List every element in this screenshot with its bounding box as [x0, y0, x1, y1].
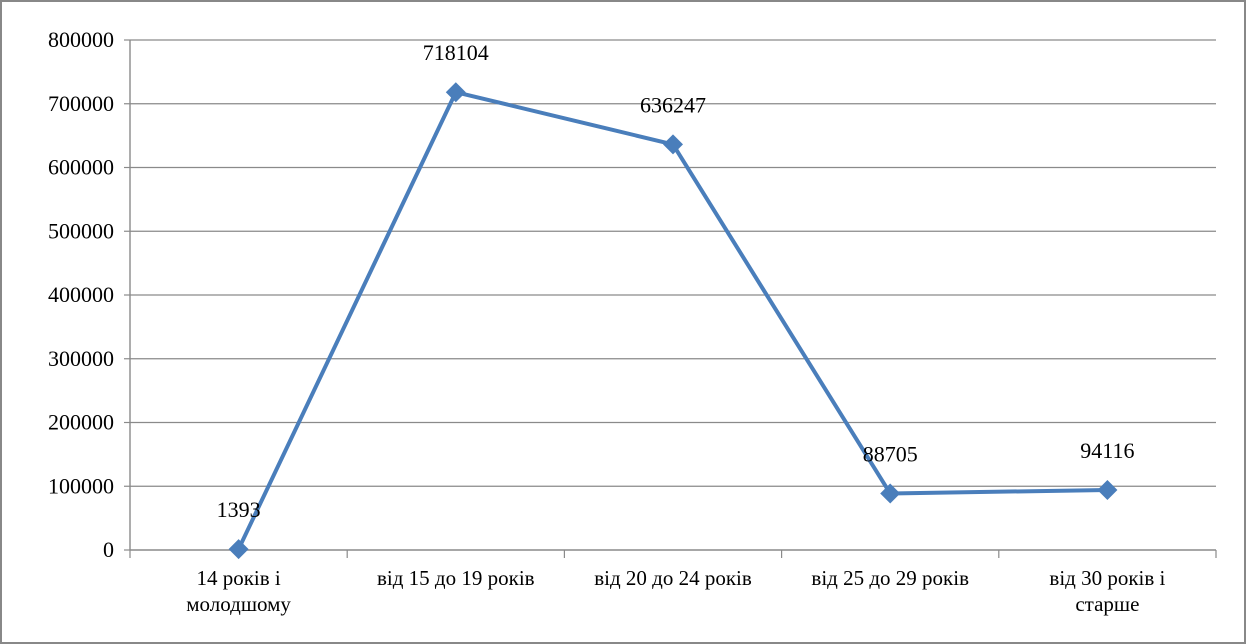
x-tick-label-2: від 20 до 24 років — [594, 566, 752, 590]
x-tick-label-line: молодшому — [186, 592, 291, 616]
data-point-0 — [228, 539, 249, 560]
x-axis-tick-labels: 14 років і молодшому від 15 до 19 років від… — [186, 566, 1165, 616]
data-point-4 — [1097, 480, 1118, 501]
y-tick-label-400000: 400000 — [48, 282, 114, 307]
x-tick-label-line: від 20 до 24 років — [594, 566, 752, 590]
y-tick-label-500000: 500000 — [48, 218, 114, 243]
x-tick-label-line: 14 років і — [196, 566, 280, 590]
y-tick-label-100000: 100000 — [48, 473, 114, 498]
data-point-2 — [663, 134, 683, 155]
series-line-group — [236, 90, 1108, 550]
data-point-3 — [880, 483, 901, 504]
data-label-0: 1393 — [217, 497, 261, 522]
axes — [124, 39, 1217, 558]
data-label-2: 636247 — [640, 92, 706, 117]
y-tick-label-700000: 700000 — [48, 91, 114, 116]
x-tick-label-line: від 30 років і — [1049, 566, 1165, 590]
x-tick-label-4: від 30 років і старше — [1049, 566, 1165, 616]
data-label-4: 94116 — [1080, 438, 1134, 463]
y-axis-tick-labels: 0 100000 200000 300000 400000 500000 600000 700… — [48, 27, 114, 562]
data-label-3: 88705 — [863, 441, 918, 466]
data-label-1: 718104 — [423, 40, 489, 65]
y-tick-label-200000: 200000 — [48, 410, 114, 435]
series-markers — [228, 82, 1118, 560]
y-tick-label-0: 0 — [103, 537, 114, 562]
x-tick-label-line: від 25 до 29 років — [811, 566, 969, 590]
series-line — [236, 90, 1108, 550]
x-tick-label-0: 14 років і молодшому — [186, 566, 291, 616]
y-tick-label-600000: 600000 — [48, 155, 114, 180]
y-tick-label-300000: 300000 — [48, 346, 114, 371]
x-tick-label-3: від 25 до 29 років — [811, 566, 969, 590]
data-labels: 1393 718104 636247 88705 94116 — [217, 40, 1135, 522]
data-point-1 — [445, 82, 466, 103]
x-tick-label-1: від 15 до 19 років — [377, 566, 535, 590]
y-tick-label-800000: 800000 — [48, 27, 114, 52]
x-tick-label-line: від 15 до 19 років — [377, 566, 535, 590]
x-tick-label-line: старше — [1075, 592, 1139, 616]
gridlines — [130, 39, 1216, 487]
